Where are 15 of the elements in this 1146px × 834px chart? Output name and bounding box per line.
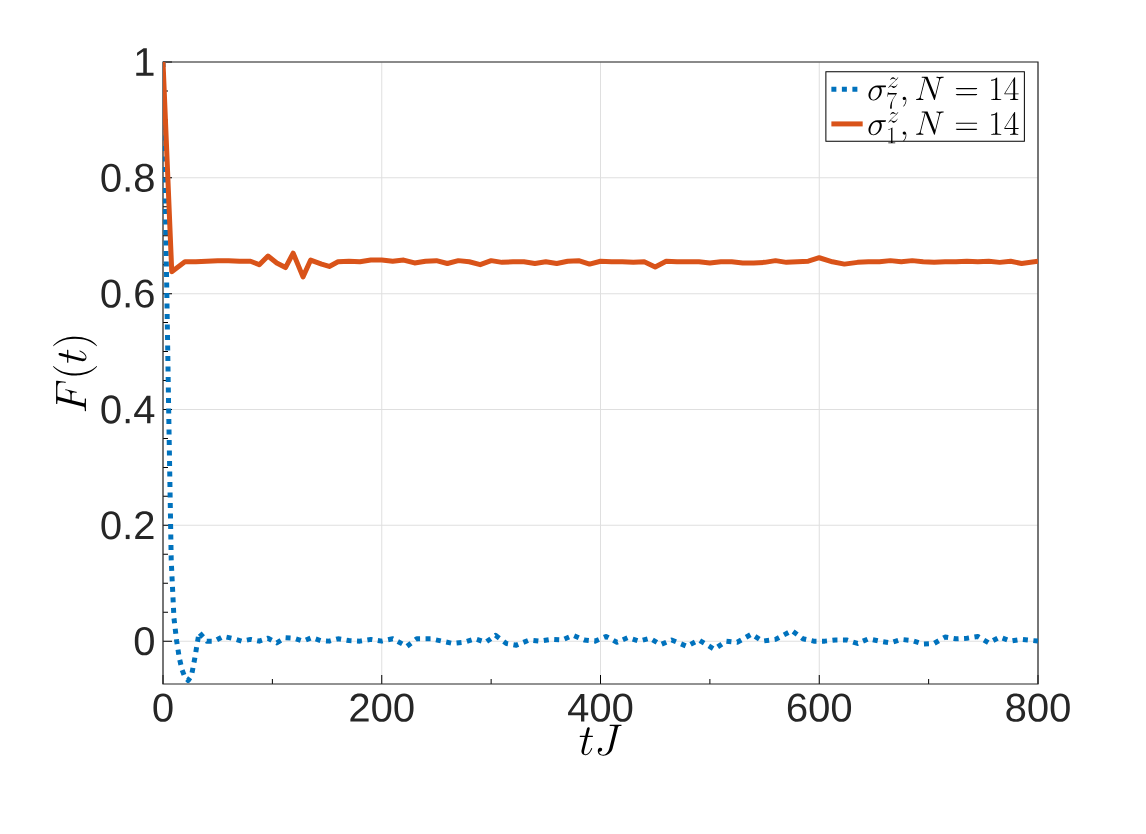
y-tick-label: 0.6: [101, 279, 154, 308]
x-tick-label: 200: [350, 693, 414, 722]
legend-label: $\sigma_7^z, N=14$: [868, 76, 1019, 109]
x-tick-label: 600: [787, 693, 852, 722]
y-axis-title: $F(t)$: [53, 336, 98, 412]
y-tick-label: 0.8: [101, 163, 154, 192]
legend-label: $\sigma_1^z, N=14$: [868, 111, 1019, 144]
x-tick-label: 800: [1006, 693, 1070, 722]
x-tick-label: 400: [568, 693, 633, 722]
y-tick-label: 0.2: [101, 511, 154, 540]
y-tick-label: 1: [136, 48, 154, 76]
x-axis-title: $tJ$: [579, 724, 622, 756]
y-tick-label: 0: [134, 626, 154, 656]
x-tick-label: 0: [153, 693, 173, 722]
y-tick-label: 0.4: [101, 395, 155, 424]
